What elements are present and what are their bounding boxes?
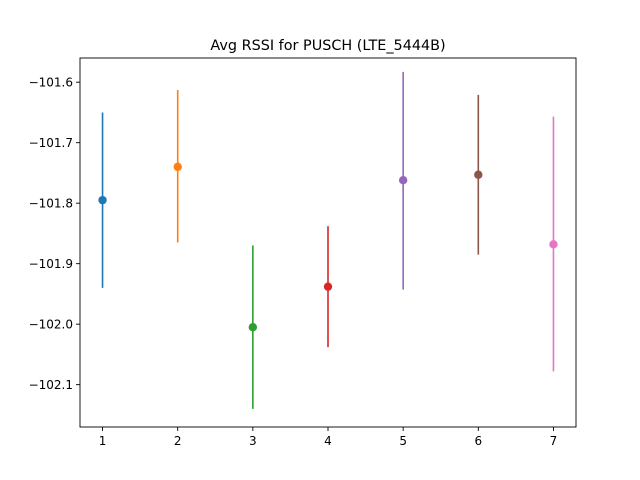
- x-tick-label: 1: [99, 434, 107, 448]
- axes: 1 2 3 4 5 6 7 −101.6 −101.7 −101.8 −101.9 −102.0 −10…: [29, 57, 577, 448]
- x-tick-label: 5: [399, 434, 407, 448]
- y-tick-label: −101.7: [29, 136, 73, 150]
- data-point: [248, 322, 258, 332]
- x-tick-label: 6: [474, 434, 482, 448]
- y-tick-label: −102.0: [29, 318, 73, 332]
- data-point: [98, 195, 107, 205]
- x-tick-label: 4: [324, 434, 332, 448]
- x-tick-label: 2: [174, 434, 182, 448]
- x-tick-label: 3: [249, 434, 257, 448]
- data-point: [549, 240, 558, 249]
- chart-title: Avg RSSI for PUSCH (LTE_5444B): [210, 38, 445, 54]
- y-tick-label: −101.8: [29, 197, 73, 211]
- y-tick-label: −102.1: [29, 378, 73, 392]
- x-tick-label: 7: [550, 434, 558, 448]
- plot-marks: [98, 71, 558, 409]
- data-point: [474, 170, 483, 179]
- data-point: [173, 162, 182, 172]
- y-tick-label: −101.9: [29, 257, 73, 271]
- data-point: [398, 175, 408, 185]
- data-point: [323, 282, 333, 291]
- y-tick-label: −101.6: [29, 76, 73, 90]
